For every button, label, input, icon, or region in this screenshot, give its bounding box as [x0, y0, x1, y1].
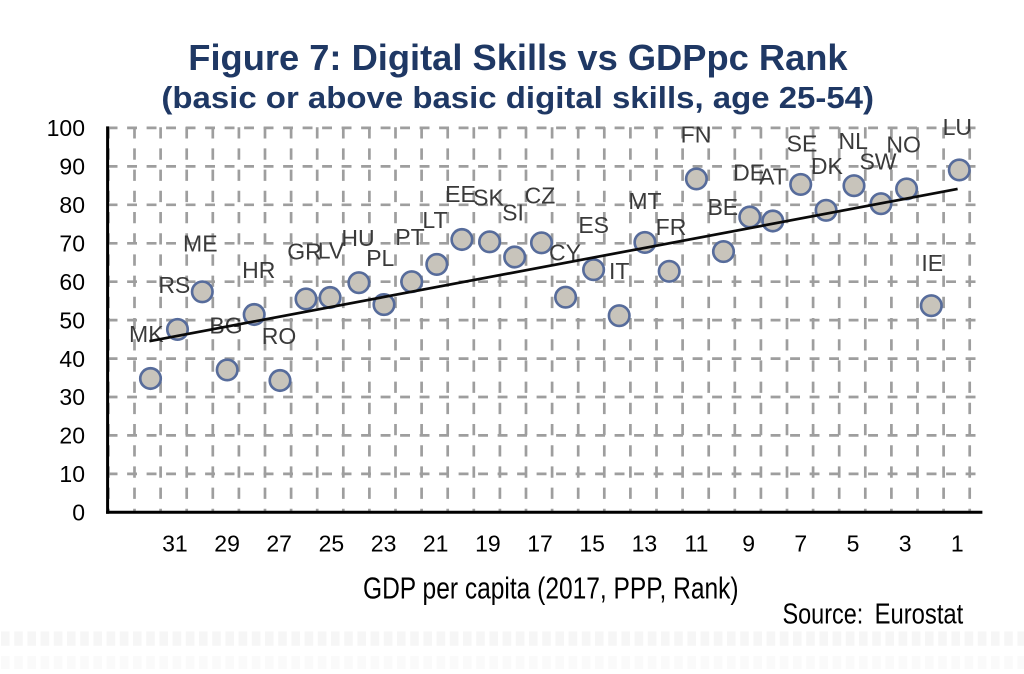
- svg-text:31: 31: [162, 531, 188, 557]
- svg-text:LV: LV: [318, 238, 345, 264]
- svg-text:7: 7: [794, 531, 807, 557]
- svg-text:SI: SI: [502, 200, 524, 226]
- svg-text:PT: PT: [395, 224, 424, 250]
- svg-text:RS: RS: [158, 272, 190, 298]
- svg-text:20: 20: [59, 423, 85, 449]
- svg-text:90: 90: [59, 154, 85, 180]
- svg-text:15: 15: [579, 531, 605, 557]
- svg-text:SK: SK: [473, 184, 504, 210]
- svg-text:ES: ES: [578, 212, 609, 238]
- svg-text:SE: SE: [787, 130, 818, 156]
- svg-text:29: 29: [214, 531, 240, 557]
- svg-text:3: 3: [899, 531, 912, 557]
- svg-text:NO: NO: [886, 131, 921, 157]
- svg-text:Eurostat: Eurostat: [875, 599, 964, 631]
- svg-text:LU: LU: [943, 114, 972, 140]
- svg-text:FN: FN: [681, 121, 712, 147]
- svg-text:13: 13: [632, 531, 658, 557]
- svg-text:NL: NL: [838, 128, 868, 154]
- svg-text:80: 80: [59, 192, 85, 218]
- svg-text:27: 27: [266, 531, 292, 557]
- svg-text:IE: IE: [921, 250, 943, 276]
- svg-text:1: 1: [951, 531, 964, 557]
- svg-text:5: 5: [847, 531, 860, 557]
- svg-text:GDP per capita (2017, PPP, Ran: GDP per capita (2017, PPP, Rank): [363, 570, 739, 605]
- svg-text:MK: MK: [129, 321, 164, 347]
- svg-text:HR: HR: [242, 257, 275, 283]
- svg-text:DE: DE: [733, 160, 765, 186]
- svg-text:AT: AT: [759, 164, 787, 190]
- svg-text:0: 0: [72, 500, 85, 526]
- svg-text:19: 19: [475, 531, 501, 557]
- svg-text:50: 50: [59, 307, 85, 333]
- svg-text:Figure 7: Digital Skills vs GD: Figure 7: Digital Skills vs GDPpc Rank: [188, 37, 848, 78]
- svg-text:30: 30: [59, 384, 85, 410]
- svg-text:70: 70: [59, 231, 85, 257]
- svg-text:23: 23: [371, 531, 397, 557]
- svg-text:(basic or above basic digital: (basic or above basic digital skills, ag…: [161, 80, 874, 115]
- svg-text:Source:: Source:: [783, 599, 864, 631]
- svg-text:10: 10: [59, 461, 85, 487]
- svg-text:40: 40: [59, 346, 85, 372]
- svg-text:RO: RO: [262, 323, 297, 349]
- svg-text:9: 9: [742, 531, 755, 557]
- svg-text:CZ: CZ: [525, 182, 556, 208]
- svg-text:60: 60: [59, 269, 85, 295]
- svg-text:DK: DK: [811, 153, 844, 179]
- svg-text:100: 100: [47, 115, 85, 141]
- svg-text:25: 25: [319, 531, 345, 557]
- svg-text:HU: HU: [341, 225, 374, 251]
- svg-text:11: 11: [685, 531, 709, 557]
- svg-text:17: 17: [527, 531, 553, 557]
- svg-text:IT: IT: [609, 258, 629, 284]
- svg-text:21: 21: [423, 531, 449, 557]
- svg-text:ME: ME: [183, 230, 218, 256]
- svg-text:PL: PL: [366, 245, 394, 271]
- svg-text:SW: SW: [859, 149, 896, 175]
- svg-text:GR: GR: [287, 238, 322, 264]
- svg-text:MT: MT: [628, 188, 661, 214]
- svg-text:LT: LT: [422, 207, 447, 233]
- svg-text:FR: FR: [656, 214, 687, 240]
- svg-text:EE: EE: [445, 181, 476, 207]
- svg-text:BE: BE: [707, 194, 738, 220]
